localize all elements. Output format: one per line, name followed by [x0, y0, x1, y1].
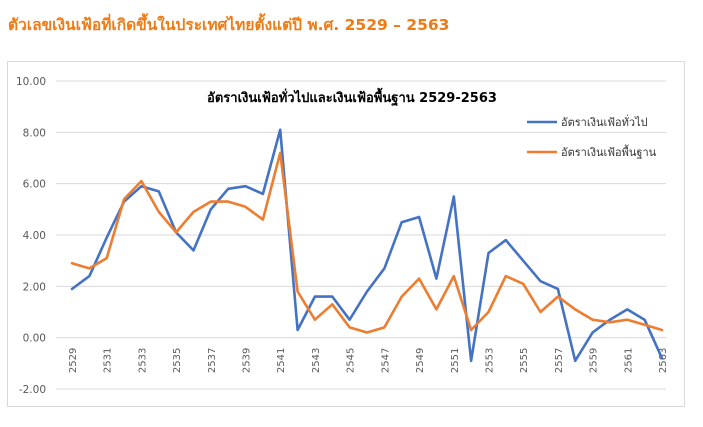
- x-tick-label: 2555: [519, 348, 530, 373]
- x-tick-label: 2561: [623, 348, 634, 373]
- grid-lines: [56, 80, 666, 390]
- y-tick-label: -2.00: [19, 384, 46, 396]
- x-tick-label: 2539: [242, 348, 253, 373]
- legend-label: อัตราเงินเฟ้อทั่วไป: [561, 114, 648, 129]
- x-axis-ticks: 2529 2531 2533 2535 2537 2539 2541 2543 2545 2547…: [68, 348, 669, 373]
- series-lines: [70, 128, 664, 363]
- x-tick-label: 2547: [380, 348, 391, 373]
- y-tick-label: 8.00: [23, 127, 46, 139]
- x-tick-label: 2553: [484, 348, 495, 373]
- x-tick-label: 2543: [311, 348, 322, 373]
- x-tick-label: 2541: [276, 348, 287, 373]
- page-heading: ตัวเลขเงินเฟ้อที่เกิดขึ้นในประเทศไทยตั้ง…: [8, 16, 450, 34]
- y-tick-label: 10.00: [16, 76, 46, 88]
- chart-title: อัตราเงินเฟ้อทั่วไปและเงินเฟ้อพื้นฐาน 25…: [207, 87, 497, 107]
- y-tick-label: 6.00: [23, 179, 46, 191]
- legend-label: อัตราเงินเฟ้อพื้นฐาน: [561, 144, 657, 159]
- y-tick-label: 4.00: [23, 230, 46, 242]
- x-tick-label: 2545: [346, 348, 357, 373]
- y-axis-ticks: 10.00 8.00 6.00 4.00 2.00 0.00 -2.00: [16, 76, 46, 396]
- y-tick-label: 0.00: [23, 333, 46, 345]
- x-tick-label: 2557: [554, 348, 565, 373]
- x-tick-label: 2529: [68, 348, 79, 373]
- headline-inflation-line: [70, 128, 664, 363]
- core-inflation-line: [70, 151, 664, 334]
- x-tick-label: 2533: [137, 348, 148, 373]
- x-tick-label: 2559: [589, 348, 600, 373]
- x-tick-label: 2549: [415, 348, 426, 373]
- x-tick-label: 2537: [207, 348, 218, 373]
- y-tick-label: 2.00: [23, 281, 46, 293]
- x-tick-label: 2535: [172, 348, 183, 373]
- x-tick-label: 2551: [450, 348, 461, 373]
- x-tick-label: 2563: [658, 348, 669, 373]
- x-tick-label: 2531: [103, 348, 114, 373]
